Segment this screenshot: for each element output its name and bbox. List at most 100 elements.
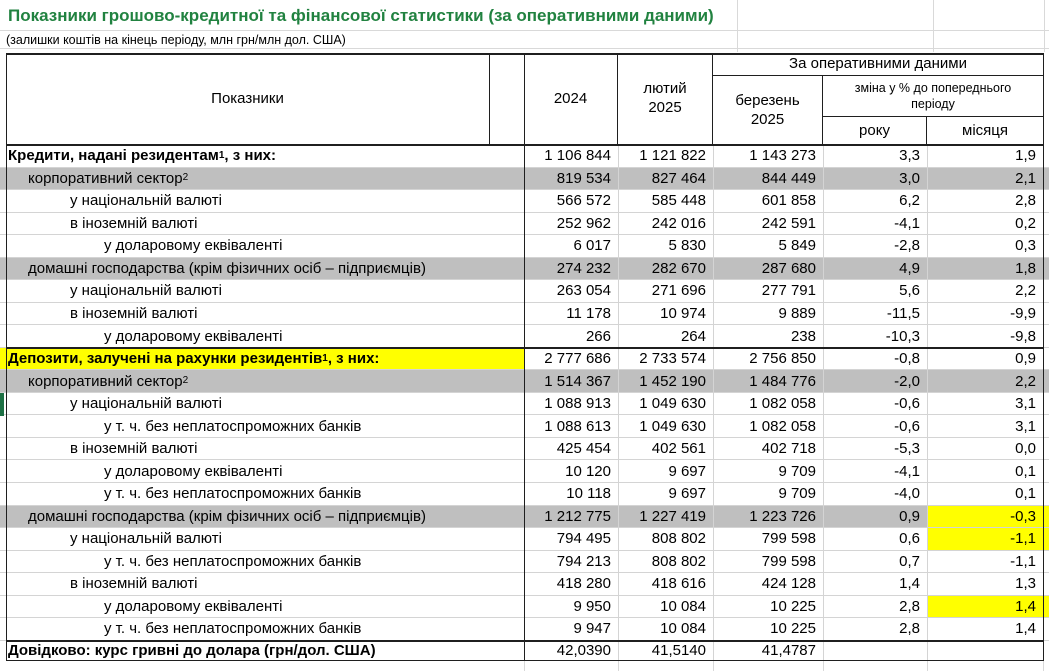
value-cell-2024[interactable]: 1 088 613 bbox=[544, 417, 611, 435]
value-cell-yoy-change[interactable]: -0,6 bbox=[894, 395, 920, 413]
row-label-cell[interactable]: у т. ч. без неплатоспроможних банків bbox=[0, 415, 524, 437]
value-cell-feb-2025[interactable]: 10 084 bbox=[660, 620, 706, 638]
value-cell-2024[interactable]: 10 118 bbox=[566, 485, 611, 503]
value-cell-feb-2025[interactable]: 827 464 bbox=[651, 169, 706, 187]
value-cell-2024[interactable]: 9 950 bbox=[573, 597, 611, 615]
value-cell-feb-2025[interactable]: 9 697 bbox=[668, 485, 706, 503]
row-label-cell[interactable]: корпоративний сектор 2 bbox=[28, 372, 189, 390]
value-cell-mar-2025[interactable]: 238 bbox=[790, 327, 816, 345]
value-cell-feb-2025[interactable]: 808 802 bbox=[651, 552, 706, 570]
value-cell-yoy-change[interactable]: -4,0 bbox=[894, 485, 920, 503]
value-cell-feb-2025[interactable]: 9 697 bbox=[668, 462, 706, 480]
value-cell-feb-2025[interactable]: 41,5140 bbox=[651, 642, 706, 660]
value-cell-2024[interactable]: 6 017 bbox=[573, 237, 611, 255]
value-cell-yoy-change[interactable]: 3,3 bbox=[899, 147, 920, 165]
value-cell-feb-2025[interactable]: 1 049 630 bbox=[639, 417, 706, 435]
value-cell-yoy-change[interactable]: -10,3 bbox=[885, 327, 920, 345]
value-cell-mar-2025[interactable]: 287 680 bbox=[761, 259, 816, 277]
header-operational-cell[interactable]: За оперативними даними bbox=[713, 53, 1043, 76]
header-month-cell[interactable]: місяця bbox=[927, 117, 1043, 145]
header-empty-cell[interactable] bbox=[490, 53, 524, 145]
row-label-cell[interactable]: у доларовому еквіваленті bbox=[0, 596, 524, 618]
value-cell-2024[interactable]: 274 232 bbox=[556, 259, 611, 277]
value-cell-mom-change[interactable]: 0,2 bbox=[1015, 214, 1036, 232]
value-cell-mar-2025[interactable]: 402 718 bbox=[761, 440, 816, 458]
value-cell-2024[interactable]: 1 106 844 bbox=[544, 147, 611, 165]
value-cell-yoy-change[interactable]: 5,6 bbox=[899, 282, 920, 300]
value-cell-yoy-change[interactable]: 3,0 bbox=[899, 169, 920, 187]
value-cell-mar-2025[interactable]: 1 143 273 bbox=[749, 147, 816, 165]
value-cell-mom-change[interactable]: 0,1 bbox=[1015, 485, 1036, 503]
value-cell-mom-change[interactable]: -9,9 bbox=[1010, 304, 1036, 322]
value-cell-2024[interactable]: 11 178 bbox=[566, 304, 611, 322]
value-cell-2024[interactable]: 418 280 bbox=[556, 575, 611, 593]
value-cell-yoy-change[interactable]: -4,1 bbox=[894, 214, 920, 232]
value-cell-feb-2025[interactable]: 1 049 630 bbox=[639, 395, 706, 413]
value-cell-mar-2025[interactable]: 9 889 bbox=[778, 304, 816, 322]
value-cell-2024[interactable]: 263 054 bbox=[556, 282, 611, 300]
value-cell-2024[interactable]: 794 495 bbox=[556, 530, 611, 548]
value-cell-yoy-change[interactable]: -0,6 bbox=[894, 417, 920, 435]
value-cell-mom-change[interactable] bbox=[927, 641, 1043, 661]
row-label-cell[interactable]: у доларовому еквіваленті bbox=[0, 325, 524, 347]
row-label-cell[interactable]: Довідково: курс гривні до долара (грн/до… bbox=[0, 641, 524, 661]
value-cell-yoy-change[interactable]: -11,5 bbox=[886, 304, 920, 322]
row-label-cell[interactable]: у національній валюті bbox=[0, 393, 524, 415]
header-2024-cell[interactable]: 2024 bbox=[524, 53, 618, 145]
value-cell-mom-change[interactable]: 3,1 bbox=[1015, 417, 1036, 435]
value-cell-mar-2025[interactable]: 1 082 058 bbox=[749, 417, 816, 435]
value-cell-mom-change[interactable]: 0,9 bbox=[1015, 350, 1036, 368]
value-cell-feb-2025[interactable]: 1 227 419 bbox=[639, 507, 706, 525]
value-cell-2024[interactable]: 1 514 367 bbox=[544, 372, 611, 390]
value-cell-mar-2025[interactable]: 10 225 bbox=[770, 620, 816, 638]
value-cell-2024[interactable]: 819 534 bbox=[556, 169, 611, 187]
value-cell-yoy-change[interactable]: 0,9 bbox=[899, 507, 920, 525]
value-cell-mom-change[interactable]: 1,4 bbox=[1015, 620, 1036, 638]
value-cell-mar-2025[interactable]: 5 849 bbox=[778, 237, 816, 255]
value-cell-mar-2025[interactable]: 844 449 bbox=[761, 169, 816, 187]
value-cell-yoy-change[interactable]: -5,3 bbox=[894, 440, 920, 458]
value-cell-feb-2025[interactable]: 2 733 574 bbox=[639, 350, 706, 368]
value-cell-mar-2025[interactable]: 1 223 726 bbox=[749, 507, 816, 525]
value-cell-2024[interactable]: 1 088 913 bbox=[544, 395, 611, 413]
value-cell-yoy-change[interactable]: 4,9 bbox=[899, 259, 920, 277]
value-cell-2024[interactable]: 42,0390 bbox=[556, 642, 611, 660]
value-cell-mom-change[interactable]: 2,1 bbox=[1015, 169, 1036, 187]
value-cell-mar-2025[interactable]: 2 756 850 bbox=[749, 350, 816, 368]
value-cell-mar-2025[interactable]: 1 082 058 bbox=[749, 395, 816, 413]
value-cell-2024[interactable]: 2 777 686 bbox=[544, 350, 611, 368]
value-cell-mom-change[interactable]: 1,8 bbox=[1015, 259, 1036, 277]
row-label-cell[interactable]: Депозити, залучені на рахунки резидентів… bbox=[0, 347, 524, 370]
row-label-cell[interactable]: у т. ч. без неплатоспроможних банків bbox=[0, 618, 524, 640]
row-label-cell[interactable]: в іноземній валюті bbox=[0, 303, 524, 325]
value-cell-mar-2025[interactable]: 424 128 bbox=[761, 575, 816, 593]
value-cell-yoy-change[interactable]: -0,8 bbox=[894, 350, 920, 368]
value-cell-feb-2025[interactable]: 1 121 822 bbox=[639, 147, 706, 165]
value-cell-mom-change[interactable]: 1,3 bbox=[1015, 575, 1036, 593]
value-cell-mar-2025[interactable]: 41,4787 bbox=[761, 642, 816, 660]
row-label-cell[interactable]: домашні господарства (крім фізичних осіб… bbox=[0, 506, 524, 528]
value-cell-2024[interactable]: 252 962 bbox=[556, 214, 611, 232]
value-cell-feb-2025[interactable]: 585 448 bbox=[651, 192, 706, 210]
value-cell-2024[interactable]: 794 213 bbox=[556, 552, 611, 570]
row-label-cell[interactable]: в іноземній валюті bbox=[0, 213, 524, 235]
value-cell-mar-2025[interactable]: 1 484 776 bbox=[749, 372, 816, 390]
value-cell-mom-change[interactable]: -1,1 bbox=[927, 528, 1043, 550]
value-cell-yoy-change[interactable] bbox=[823, 641, 927, 661]
row-label-cell[interactable]: у т. ч. без неплатоспроможних банків bbox=[0, 483, 524, 505]
row-label-cell[interactable]: домашні господарства (крім фізичних осіб… bbox=[0, 258, 524, 280]
value-cell-mom-change[interactable]: -9,8 bbox=[1010, 327, 1036, 345]
header-mar-2025-cell[interactable]: березень 2025 bbox=[713, 76, 823, 145]
value-cell-2024[interactable]: 425 454 bbox=[556, 440, 611, 458]
header-change-cell[interactable]: зміна у % до попереднього періоду bbox=[823, 76, 1043, 117]
header-indicator-cell[interactable]: Показники bbox=[6, 53, 490, 145]
value-cell-feb-2025[interactable]: 5 830 bbox=[668, 237, 706, 255]
value-cell-2024[interactable]: 266 bbox=[585, 327, 611, 345]
value-cell-yoy-change[interactable]: 1,4 bbox=[899, 575, 920, 593]
value-cell-mom-change[interactable]: 0,3 bbox=[1015, 237, 1036, 255]
value-cell-feb-2025[interactable]: 271 696 bbox=[651, 282, 706, 300]
value-cell-mar-2025[interactable]: 277 791 bbox=[761, 282, 816, 300]
value-cell-mom-change[interactable]: 0,0 bbox=[1015, 440, 1036, 458]
value-cell-2024[interactable]: 566 572 bbox=[556, 192, 611, 210]
value-cell-mom-change[interactable]: 2,2 bbox=[1015, 282, 1036, 300]
